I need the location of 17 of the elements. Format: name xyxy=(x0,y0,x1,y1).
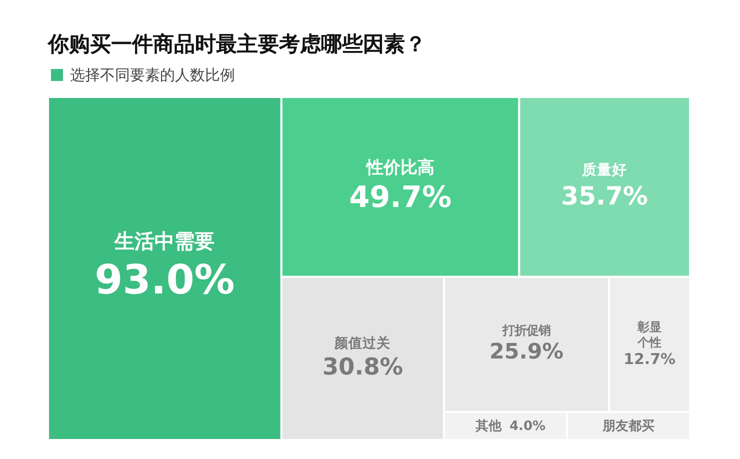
data-label: 49.7% xyxy=(349,180,452,214)
category-label: 彰显个性 xyxy=(636,320,662,350)
text: 你购买一件商品时最主要考虑哪些因素？ xyxy=(47,32,426,56)
category-label: 打折促销 xyxy=(502,322,551,338)
category-label: 性价比高 xyxy=(365,158,434,178)
category-label: 朋友都买 xyxy=(602,419,654,434)
data-label: 35.7% xyxy=(561,181,648,210)
category-label: 质量好 xyxy=(581,162,628,179)
category-label: 其他 xyxy=(474,419,502,434)
category-label: 生活中需要 xyxy=(114,229,215,254)
data-label: 25.9% xyxy=(490,340,564,365)
data-label: 12.7% xyxy=(624,350,676,368)
data-label: 93.0% xyxy=(94,256,235,304)
data-label: 30.8% xyxy=(322,353,404,380)
category-label: 颜值过关 xyxy=(334,334,391,352)
text: 选择不同要素的人数比例 xyxy=(70,66,235,84)
data-label: 4.0% xyxy=(510,419,546,434)
